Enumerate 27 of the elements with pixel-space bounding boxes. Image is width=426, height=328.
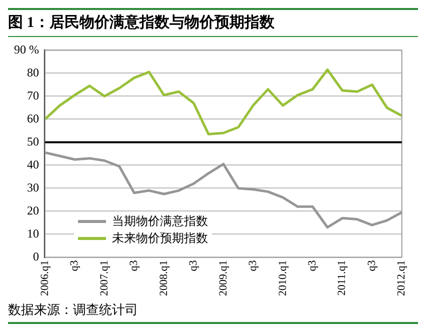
chart-title: 图 1：居民物价满意指数与物价预期指数 xyxy=(8,8,418,37)
x-tick-label: q3 xyxy=(68,260,81,272)
x-tick-label: q3 xyxy=(188,260,200,272)
y-tick-label: 80 xyxy=(26,65,39,80)
y-tick-label: 0 xyxy=(32,249,39,264)
y-tick-label: 70 xyxy=(26,88,39,102)
legend-label: 未来物价预期指数 xyxy=(112,230,208,247)
source-note: 数据来源：调查统计司 xyxy=(8,301,139,319)
y-tick-label: 40 xyxy=(26,157,39,172)
x-tick-label: 2012.q1 xyxy=(396,260,408,296)
x-tick-label: 2007.q1 xyxy=(98,260,110,296)
x-tick-label: 2010.q1 xyxy=(276,260,289,296)
x-tick-label: q3 xyxy=(366,260,378,272)
x-tick-label: 2011.q1 xyxy=(336,260,348,296)
x-tick-label: q3 xyxy=(128,260,140,272)
x-tick-label: 2006.q1 xyxy=(38,260,51,296)
legend-label: 当期物价满意指数 xyxy=(112,213,208,230)
x-tick-label: q3 xyxy=(247,260,260,272)
y-tick-label: 60 xyxy=(26,111,39,126)
x-tick-label: q3 xyxy=(306,260,318,272)
y-tick-label: 30 xyxy=(26,180,39,194)
y-tick-label: 10 xyxy=(26,226,39,240)
y-tick-label: 90 % xyxy=(14,42,39,56)
x-tick-label: 2008.q1 xyxy=(158,260,170,296)
y-tick-label: 50 xyxy=(26,134,39,148)
x-tick-label: 2009.q1 xyxy=(217,260,230,296)
y-tick-label: 20 xyxy=(26,203,39,218)
